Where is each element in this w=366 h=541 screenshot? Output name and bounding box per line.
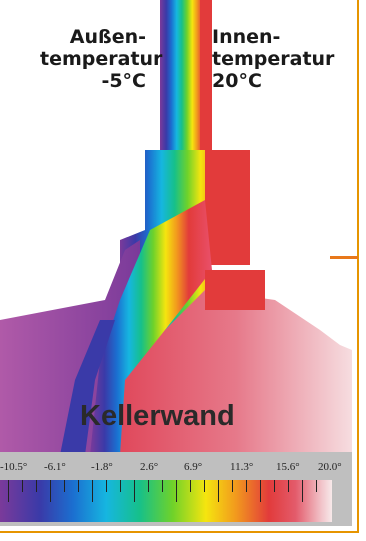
scale-tick-mark [36,480,37,492]
interior-warm-region [120,290,352,455]
scale-tick-mark [22,480,23,492]
interior-warm-block [205,270,265,310]
outside-label-line3: -5°C [101,70,146,92]
scale-tick-mark [162,480,163,492]
scale-tick-mark [106,480,107,492]
scale-tick-mark [8,480,9,502]
basement-wall-label: Kellerwand [80,400,235,432]
temperature-scale-gradient [0,480,332,522]
scale-tick-label: 6.9° [184,461,203,473]
outside-label-line1: Außen- [69,26,146,48]
scale-tick-label: -6.1° [44,461,66,473]
scale-tick-mark [288,480,289,492]
outside-label-line2: temperatur [40,48,163,70]
scale-tick-mark [50,480,51,502]
inside-label-line1: Innen- [212,26,281,48]
scale-tick-mark [218,480,219,502]
wall-column-warm-edge [200,0,212,150]
inside-label-line3: 20°C [212,70,262,92]
scale-tick-mark [204,480,205,492]
scale-tick-mark [302,480,303,502]
scale-tick-mark [232,480,233,492]
scale-tick-mark [120,480,121,492]
outside-temperature-label: Außen- temperatur -5°C [40,26,163,92]
scale-tick-mark [64,480,65,492]
wall-middle-warm [205,150,250,265]
scale-tick-mark [134,480,135,502]
scale-tick-label: 20.0° [318,461,342,473]
scale-tick-mark [246,480,247,492]
thermal-image [0,0,352,455]
scale-tick-label: -10.5° [0,461,28,473]
scale-tick-mark [260,480,261,502]
scale-tick-label: -1.8° [91,461,113,473]
scale-tick-mark [92,480,93,502]
cold-stripe [60,320,115,455]
scale-tick-mark [190,480,191,492]
scale-tick-mark [274,480,275,492]
scale-tick-label: 2.6° [140,461,159,473]
inside-label-line2: temperatur [212,48,335,70]
scale-tick-mark [78,480,79,492]
frame-right-border [357,0,359,533]
scale-tick-mark [176,480,177,502]
scale-tick-label: 11.3° [230,461,254,473]
wall-lower-band [90,200,212,455]
orange-marker-line [330,256,358,259]
frame-bottom-border [0,531,359,533]
scale-tick-label: 15.6° [276,461,300,473]
scale-tick-mark [316,480,317,492]
scale-tick-mark [148,480,149,492]
inside-temperature-label: Innen- temperatur 20°C [212,26,352,92]
